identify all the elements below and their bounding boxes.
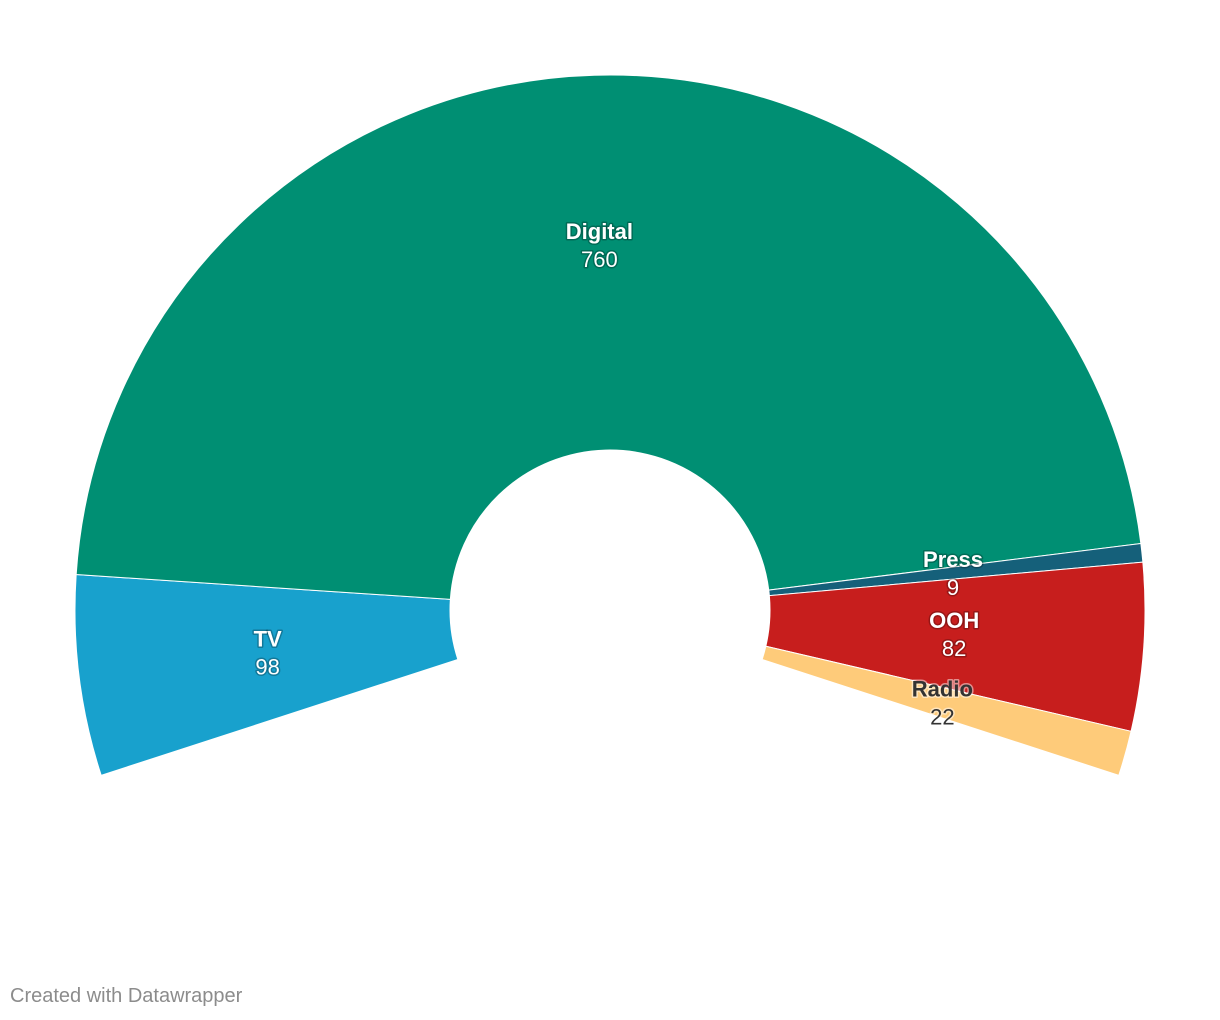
chart-labels: TV 98 Digital 760 Press 9 OOH 82 Radio 22 [252, 218, 984, 731]
slice-radio [761, 645, 1132, 776]
slice-label-tv: TV [254, 627, 282, 652]
slice-label-press: Press [923, 547, 983, 572]
slice-tv [74, 574, 459, 776]
slice-value-tv: 98 [255, 655, 279, 680]
slice-label-ooh: OOH [929, 608, 979, 633]
slice-value-ooh: 82 [942, 636, 966, 661]
slice-value-digital: 760 [581, 247, 618, 272]
slice-label-digital: Digital [566, 219, 633, 244]
slice-label-radio: Radio [912, 677, 973, 702]
chart-slices [74, 74, 1146, 776]
credit-text: Created with Datawrapper [10, 985, 243, 1007]
slice-value-press: 9 [947, 575, 959, 600]
slice-value-radio: 22 [930, 705, 954, 730]
slice-digital [75, 74, 1142, 600]
